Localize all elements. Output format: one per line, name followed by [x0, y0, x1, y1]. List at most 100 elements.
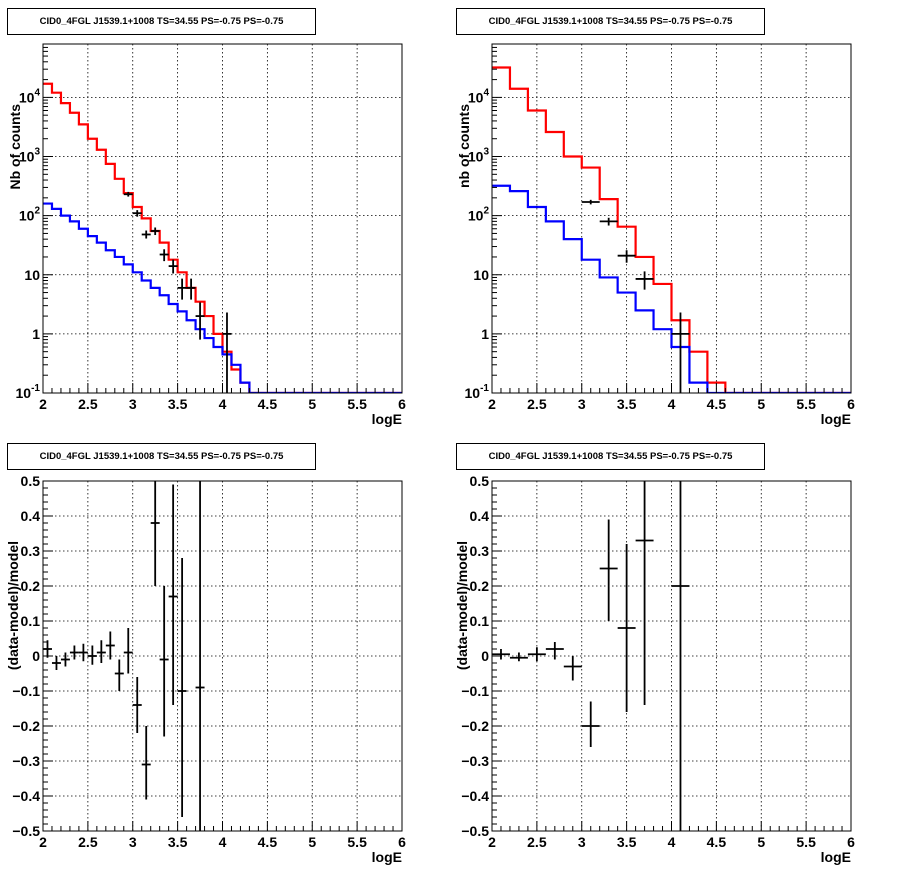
data-point — [195, 481, 205, 831]
y-axis-label: Nb of counts — [7, 104, 23, 190]
data-point — [78, 643, 88, 662]
x-axis-label: logE — [372, 849, 402, 865]
x-tick-label: 6 — [847, 834, 855, 850]
x-tick-label: 5 — [757, 834, 765, 850]
x-tick-label: 4 — [668, 396, 676, 412]
y-tick-label: −0.3 — [461, 753, 489, 769]
y-tick-label: −0.4 — [12, 788, 40, 804]
x-tick-label: 5.5 — [347, 396, 367, 412]
y-axis — [43, 480, 53, 832]
y-axis-label: nb of counts — [456, 104, 472, 188]
plot-area — [492, 481, 690, 831]
x-tick-label: 4 — [219, 396, 227, 412]
data-point — [150, 481, 160, 586]
data-point — [581, 199, 600, 205]
data-point — [132, 210, 142, 217]
x-axis — [491, 383, 852, 393]
x-tick-label: 2 — [488, 834, 496, 850]
data-point — [635, 481, 654, 705]
y-tick-label: −0.3 — [12, 753, 40, 769]
x-tick-label: 5 — [308, 834, 316, 850]
x-tick-label: 6 — [847, 396, 855, 412]
x-tick-label: 3 — [578, 396, 586, 412]
x-tick-label: 5 — [757, 396, 765, 412]
y-tick-label: 102 — [19, 206, 41, 224]
x-tick-label: 3.5 — [617, 834, 637, 850]
y-tick-label: 104 — [19, 87, 41, 105]
y-tick-label: 103 — [468, 147, 490, 165]
y-tick-label: 102 — [468, 206, 490, 224]
data-point — [123, 191, 133, 197]
data-point — [105, 631, 115, 660]
chart-title: CID0_4FGL J1539.1+1008 TS=34.55 PS=-0.75… — [7, 443, 316, 470]
plot-area — [43, 82, 402, 393]
x-tick-label: 4 — [668, 834, 676, 850]
data-point — [159, 586, 169, 737]
y-tick-label: −0.1 — [461, 683, 489, 699]
x-tick-label: 2.5 — [78, 396, 98, 412]
x-tick-label: 2 — [39, 396, 47, 412]
data-point — [177, 278, 187, 300]
data-point — [617, 544, 636, 712]
data-point — [671, 481, 690, 831]
x-tick-label: 4.5 — [707, 396, 727, 412]
y-tick-label: 1 — [32, 326, 40, 342]
data-point — [141, 230, 151, 239]
x-tick-label: 6 — [398, 834, 406, 850]
data-point — [132, 677, 142, 733]
y-tick-label: 10 — [473, 267, 489, 283]
grid — [491, 480, 852, 832]
x-tick-label: 3 — [129, 396, 137, 412]
y-tick-label: 10 — [24, 267, 40, 283]
pad-residuals-left: 2 2.5 3 3.5 4 4.5 5 5.5 6 logE −0.5 −0.4 −0.3 −0.2 −0.… — [0, 0, 449, 865]
data-point — [114, 659, 124, 691]
data-point — [545, 642, 564, 660]
y-axis — [492, 480, 502, 832]
y-tick-label: 0.5 — [470, 473, 490, 489]
pad-counts-left: 2 2.5 3 3.5 4 4.5 5 5.5 6 logE 10-1 1 10 102 103 104 Nb … — [0, 0, 449, 437]
y-tick-label: 0.3 — [21, 543, 41, 559]
data-point — [60, 652, 70, 667]
x-axis-label: logE — [821, 411, 851, 427]
data-point — [96, 640, 106, 663]
x-tick-label: 5.5 — [347, 834, 367, 850]
y-tick-label: 0.4 — [21, 508, 41, 524]
x-tick-label: 2.5 — [527, 396, 547, 412]
y-tick-label: 0.4 — [470, 508, 490, 524]
data-point — [671, 312, 690, 393]
data-point — [159, 249, 169, 262]
y-axis — [492, 43, 502, 394]
data-point — [87, 645, 97, 665]
y-tick-label: −0.4 — [461, 788, 489, 804]
plot-area — [43, 481, 205, 831]
x-tick-label: 5.5 — [796, 834, 816, 850]
x-tick-label: 5 — [308, 396, 316, 412]
y-tick-label: 0 — [32, 648, 40, 664]
chart-title: CID0_4FGL J1539.1+1008 TS=34.55 PS=-0.75… — [456, 8, 765, 35]
data-point — [150, 227, 160, 236]
data-point — [599, 217, 618, 226]
y-tick-label: −0.2 — [461, 718, 489, 734]
data-point — [177, 558, 187, 817]
x-tick-label: 3.5 — [168, 834, 188, 850]
x-tick-label: 2.5 — [527, 834, 547, 850]
data-point — [222, 312, 232, 393]
y-tick-label: 0.2 — [470, 578, 490, 594]
x-axis-label: logE — [372, 411, 402, 427]
model-histogram — [492, 66, 851, 393]
x-tick-label: 2.5 — [78, 834, 98, 850]
data-point — [123, 628, 133, 674]
x-tick-label: 2 — [488, 396, 496, 412]
y-tick-label: −0.2 — [12, 718, 40, 734]
x-tick-label: 4.5 — [258, 396, 278, 412]
y-axis-label: (data-model)/model — [454, 541, 470, 670]
model-histogram — [492, 184, 851, 393]
x-tick-label: 3 — [578, 834, 586, 850]
x-axis-label: logE — [821, 849, 851, 865]
data-point — [168, 484, 178, 705]
x-tick-label: 4.5 — [258, 834, 278, 850]
chart-title: CID0_4FGL J1539.1+1008 TS=34.55 PS=-0.75… — [7, 8, 316, 35]
